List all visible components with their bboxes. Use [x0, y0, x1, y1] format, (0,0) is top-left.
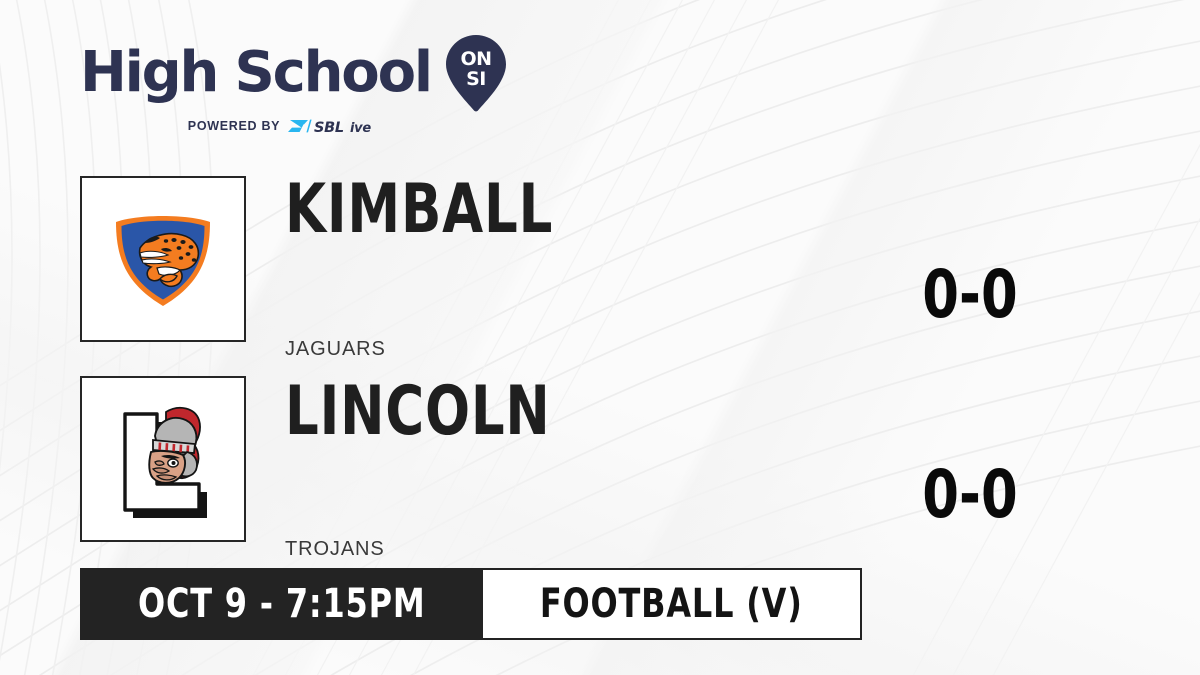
powered-by-row: POWERED BY SBL ive [80, 116, 500, 136]
team-logo-box [80, 376, 246, 542]
event-info-bar: OCT 9 - 7:15PM FOOTBALL (V) [80, 568, 862, 640]
brand-row: High School ON SI [80, 34, 507, 112]
event-sport-block: FOOTBALL (V) [483, 568, 862, 640]
svg-text:ive: ive [350, 121, 371, 136]
trojan-l-logo [123, 406, 207, 518]
event-datetime-block: OCT 9 - 7:15PM [80, 568, 484, 640]
sblive-logo: SBL ive [288, 119, 372, 136]
brand-wordmark: High School [80, 40, 433, 105]
team-logo-box [80, 176, 246, 342]
svg-text:SI: SI [466, 68, 486, 90]
team-record: 0-0 [922, 256, 1018, 333]
brand-logo: High School ON SI POWERED BY SBL ive [80, 34, 507, 136]
jaguar-shield-logo [116, 216, 210, 306]
svg-text:SBL: SBL [314, 120, 344, 136]
team-record: 0-0 [922, 456, 1018, 533]
team-name: LINCOLN [285, 372, 551, 451]
team-name: KIMBALL [285, 170, 554, 249]
event-datetime-text: OCT 9 - 7:15PM [137, 581, 426, 627]
svg-text:ON: ON [460, 48, 491, 70]
on-si-pin-icon: ON SI [445, 35, 506, 112]
team-mascot: JAGUARS [285, 338, 386, 360]
powered-by-label: POWERED BY [187, 119, 281, 133]
team-mascot: TROJANS [285, 538, 385, 560]
event-sport-text: FOOTBALL (V) [540, 581, 804, 627]
